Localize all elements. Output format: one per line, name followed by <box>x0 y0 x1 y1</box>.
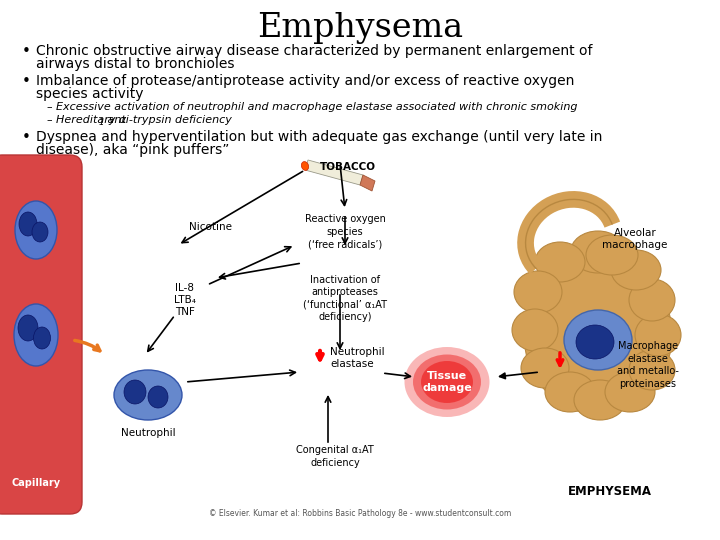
Ellipse shape <box>586 235 638 275</box>
Ellipse shape <box>629 279 675 321</box>
Text: 1: 1 <box>99 118 104 127</box>
Text: Hereditary α: Hereditary α <box>56 115 127 125</box>
Ellipse shape <box>535 242 585 282</box>
Ellipse shape <box>421 361 473 403</box>
Text: Congenital α₁AT
deficiency: Congenital α₁AT deficiency <box>296 445 374 468</box>
Text: Nicotine: Nicotine <box>189 222 232 232</box>
Text: •: • <box>22 130 31 145</box>
Text: anti-trypsin deficiency: anti-trypsin deficiency <box>104 115 232 125</box>
Text: Tissue
damage: Tissue damage <box>422 371 472 393</box>
Text: © Elsevier. Kumar et al: Robbins Basic Pathology 8e - www.studentconsult.com: © Elsevier. Kumar et al: Robbins Basic P… <box>209 509 511 518</box>
Text: Neutrophil: Neutrophil <box>121 428 175 438</box>
Ellipse shape <box>19 212 37 236</box>
Ellipse shape <box>545 372 595 412</box>
Text: airways distal to bronchioles: airways distal to bronchioles <box>36 57 235 71</box>
Ellipse shape <box>570 231 626 273</box>
Ellipse shape <box>114 370 182 420</box>
Ellipse shape <box>405 347 490 417</box>
Ellipse shape <box>32 222 48 242</box>
Ellipse shape <box>574 380 626 420</box>
Text: Excessive activation of neutrophil and macrophage elastase associated with chron: Excessive activation of neutrophil and m… <box>56 102 577 112</box>
Text: Macrophage
elastase
and metallo-
proteinases: Macrophage elastase and metallo- protein… <box>617 341 679 389</box>
Ellipse shape <box>605 372 655 412</box>
Text: Emphysema: Emphysema <box>257 12 463 44</box>
Text: Inactivation of
antiproteases
(‘functional’ α₁AT
deficiency): Inactivation of antiproteases (‘function… <box>303 275 387 322</box>
Ellipse shape <box>514 271 562 313</box>
Ellipse shape <box>524 256 672 414</box>
Ellipse shape <box>124 380 146 404</box>
Text: –: – <box>46 102 52 112</box>
Text: Neutrophil
elastase: Neutrophil elastase <box>330 347 384 369</box>
Text: Alveolar
macrophage: Alveolar macrophage <box>603 227 667 250</box>
Ellipse shape <box>34 327 50 349</box>
Ellipse shape <box>512 309 558 351</box>
Text: Chronic obstructive airway disease characterized by permanent enlargement of: Chronic obstructive airway disease chara… <box>36 44 593 58</box>
Ellipse shape <box>413 354 481 409</box>
Ellipse shape <box>14 304 58 366</box>
Text: •: • <box>22 44 31 59</box>
Polygon shape <box>305 160 363 185</box>
Text: Reactive oxygen
species
(‘free radicals’): Reactive oxygen species (‘free radicals’… <box>305 214 385 249</box>
Text: Dyspnea and hyperventilation but with adequate gas exchange (until very late in: Dyspnea and hyperventilation but with ad… <box>36 130 603 144</box>
Ellipse shape <box>564 310 632 370</box>
Text: disease), aka “pink puffers”: disease), aka “pink puffers” <box>36 143 230 157</box>
Polygon shape <box>360 175 375 191</box>
Text: •: • <box>22 74 31 89</box>
Ellipse shape <box>18 315 38 341</box>
Text: EMPHYSEMA: EMPHYSEMA <box>568 485 652 498</box>
Text: Capillary: Capillary <box>12 478 60 488</box>
Ellipse shape <box>302 161 309 171</box>
Text: TOBACCO: TOBACCO <box>320 162 376 172</box>
Ellipse shape <box>576 325 614 359</box>
Ellipse shape <box>148 386 168 408</box>
FancyBboxPatch shape <box>0 155 82 514</box>
Ellipse shape <box>521 348 569 388</box>
Text: Imbalance of protease/antiprotease activity and/or excess of reactive oxygen: Imbalance of protease/antiprotease activ… <box>36 74 575 88</box>
Ellipse shape <box>635 314 681 356</box>
Text: species activity: species activity <box>36 87 143 101</box>
Ellipse shape <box>611 250 661 290</box>
Ellipse shape <box>629 350 675 390</box>
Text: IL-8
LTB₄
TNF: IL-8 LTB₄ TNF <box>174 282 196 318</box>
Ellipse shape <box>15 201 57 259</box>
Text: –: – <box>46 115 52 125</box>
